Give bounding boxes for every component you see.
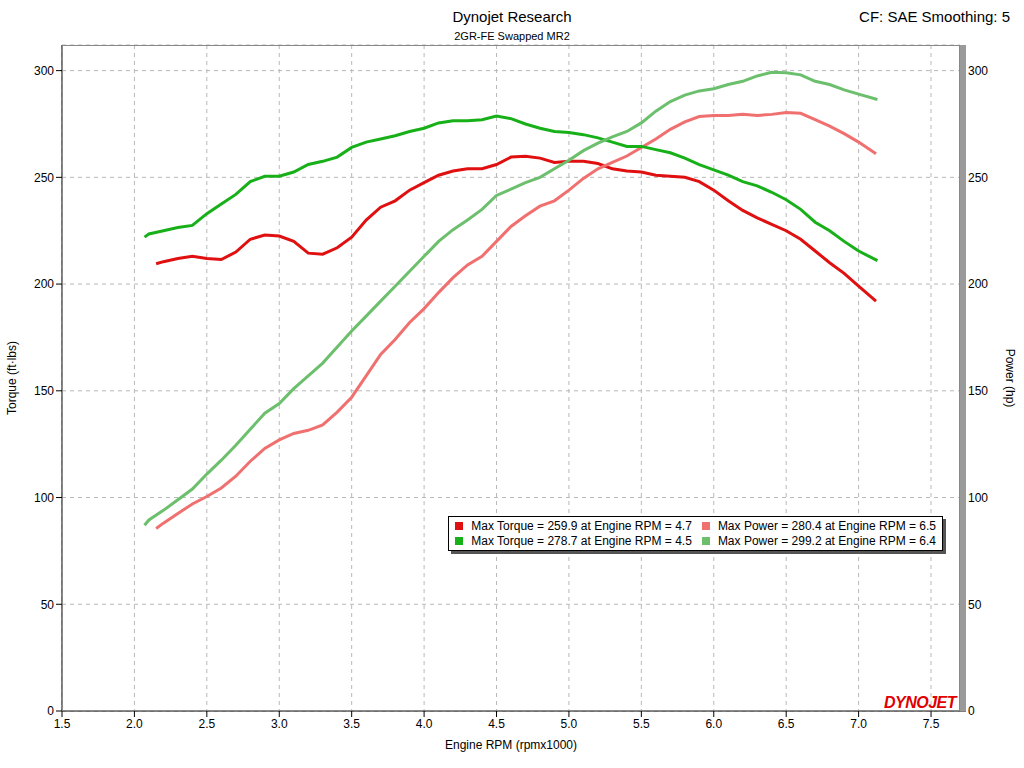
html-text:Engine RPM (rpmx1000): Engine RPM (rpmx1000) bbox=[445, 738, 577, 752]
html-text:Max Power = 280.4 at Engine RP: Max Power = 280.4 at Engine RPM = 6.5 bbox=[717, 519, 936, 533]
svg-text:4.0: 4.0 bbox=[416, 717, 433, 731]
html-text:2GR-FE Swapped MR2: 2GR-FE Swapped MR2 bbox=[454, 30, 570, 42]
html-text:Torque (ft·lbs): Torque (ft·lbs) bbox=[5, 341, 19, 415]
svg-text:100: 100 bbox=[968, 491, 988, 505]
svg-text:2.5: 2.5 bbox=[198, 717, 215, 731]
svg-text:100: 100 bbox=[34, 491, 54, 505]
svg-text:200: 200 bbox=[34, 277, 54, 291]
svg-text:6.0: 6.0 bbox=[705, 717, 722, 731]
svg-text:200: 200 bbox=[968, 277, 988, 291]
svg-text:2.0: 2.0 bbox=[126, 717, 143, 731]
svg-text:4.5: 4.5 bbox=[488, 717, 505, 731]
svg-text:150: 150 bbox=[34, 384, 54, 398]
html-text:Max Power = 299.2 at Engine RP: Max Power = 299.2 at Engine RPM = 6.4 bbox=[717, 534, 936, 548]
html-text:CF: SAE Smoothing: 5: CF: SAE Smoothing: 5 bbox=[859, 8, 1010, 25]
svg-text:150: 150 bbox=[968, 384, 988, 398]
svg-text:0: 0 bbox=[968, 704, 975, 718]
svg-text:5.0: 5.0 bbox=[561, 717, 578, 731]
svg-text:5.5: 5.5 bbox=[633, 717, 650, 731]
svg-text:7.0: 7.0 bbox=[850, 717, 867, 731]
svg-text:3.5: 3.5 bbox=[343, 717, 360, 731]
html-text:Max Torque = 259.9 at Engine R: Max Torque = 259.9 at Engine RPM = 4.7 bbox=[471, 519, 692, 533]
svg-text:6.5: 6.5 bbox=[778, 717, 795, 731]
svg-text:50: 50 bbox=[968, 598, 982, 612]
html-text:Dynojet Research: Dynojet Research bbox=[452, 8, 572, 25]
svg-text:0: 0 bbox=[47, 704, 54, 718]
html-text:DYNOJET: DYNOJET bbox=[883, 694, 956, 711]
html-text:Power (hp): Power (hp) bbox=[1003, 348, 1017, 408]
svg-text:1.5: 1.5 bbox=[54, 717, 71, 731]
html-text:Max Torque = 278.7 at Engine R: Max Torque = 278.7 at Engine RPM = 4.5 bbox=[471, 534, 692, 548]
svg-text:250: 250 bbox=[968, 171, 988, 185]
svg-text:300: 300 bbox=[34, 64, 54, 78]
svg-text:3.0: 3.0 bbox=[271, 717, 288, 731]
svg-text:250: 250 bbox=[34, 171, 54, 185]
svg-text:50: 50 bbox=[41, 598, 55, 612]
svg-text:300: 300 bbox=[968, 64, 988, 78]
svg-text:7.5: 7.5 bbox=[923, 717, 940, 731]
